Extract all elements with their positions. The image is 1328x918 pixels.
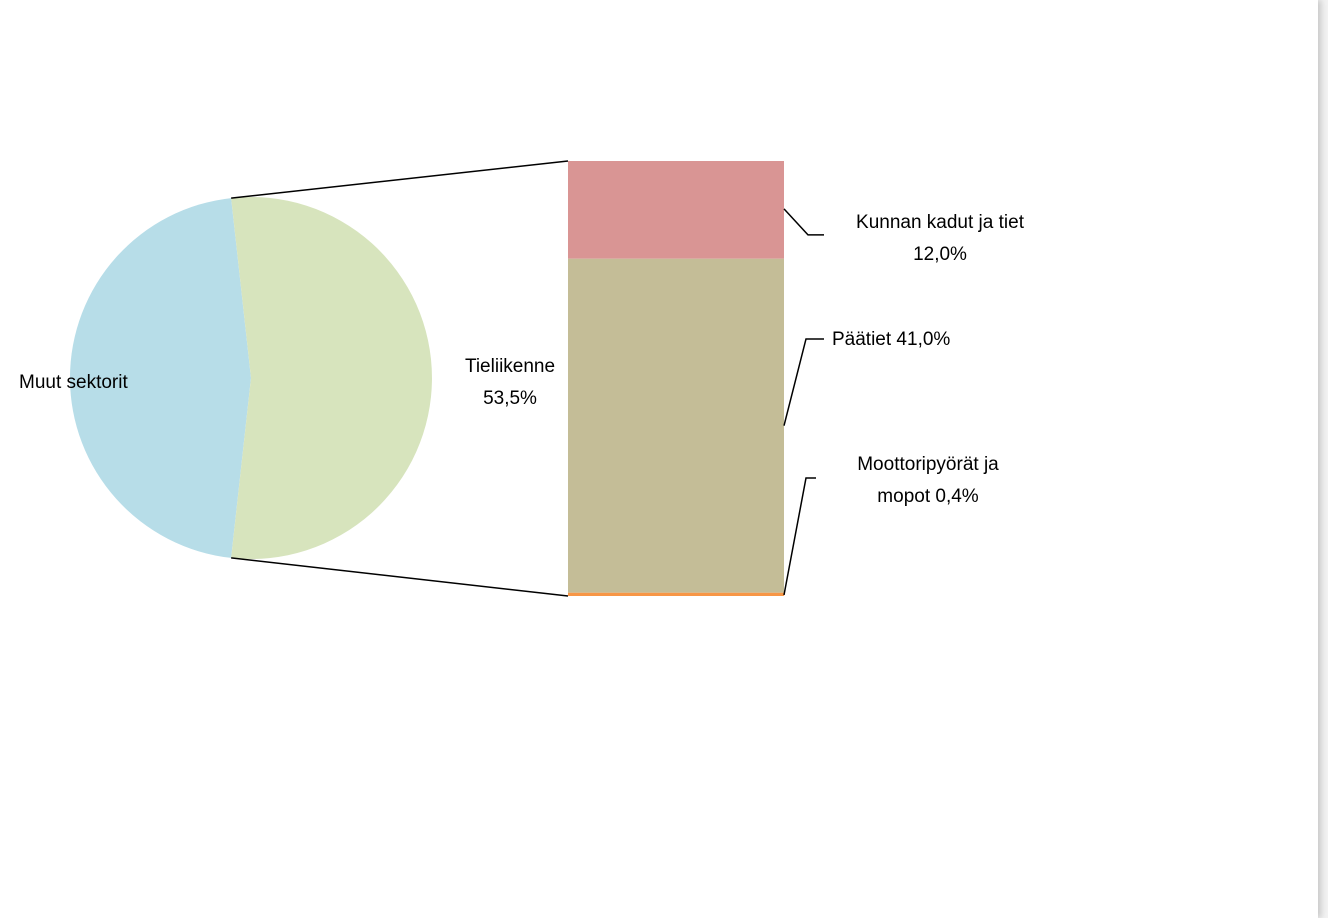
bar-segment-moottoripyorat-ja-mopot bbox=[568, 592, 784, 596]
connector-line-bottom bbox=[231, 557, 569, 597]
pie bbox=[69, 197, 432, 559]
bar-label-moottoripyorat-name: Moottoripyörät ja bbox=[857, 454, 999, 475]
bar-label-moottoripyorat-value: mopot 0,4% bbox=[877, 486, 978, 507]
pie-slice-tieliikenne bbox=[231, 197, 432, 559]
pie-slice-muut-sektorit bbox=[69, 198, 251, 558]
leader-lines bbox=[783, 208, 824, 596]
bar-label-paatiet: Päätiet 41,0% bbox=[832, 329, 950, 350]
connector-lines bbox=[231, 160, 569, 597]
stacked-bar bbox=[568, 161, 784, 596]
leader-line-paatiet bbox=[783, 338, 824, 426]
bar-label-kunnan-value: 12,0% bbox=[913, 244, 967, 265]
slice-label-tieliikenne-name: Tieliikenne bbox=[465, 356, 555, 377]
bar-label-kunnan-name: Kunnan kadut ja tiet bbox=[856, 212, 1025, 233]
slice-label-muut-sektorit: Muut sektorit bbox=[19, 372, 128, 393]
bar-segment-kunnan-kadut-ja-tiet bbox=[568, 161, 784, 259]
leader-line-moottoripyorat bbox=[783, 477, 816, 596]
connector-line-top bbox=[231, 160, 569, 199]
bar-segment-paatiet bbox=[568, 258, 784, 593]
leader-line-kunnan bbox=[783, 208, 824, 236]
slice-label-tieliikenne-value: 53,5% bbox=[483, 388, 537, 409]
